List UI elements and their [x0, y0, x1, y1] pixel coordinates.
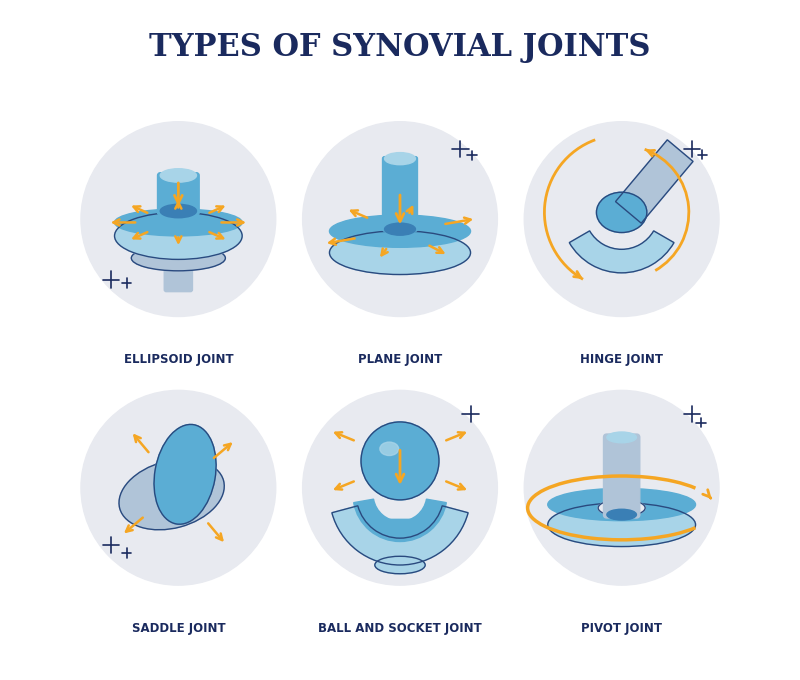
Ellipse shape — [160, 169, 197, 182]
Circle shape — [524, 122, 719, 316]
Ellipse shape — [330, 215, 470, 248]
Ellipse shape — [380, 442, 398, 456]
FancyBboxPatch shape — [164, 251, 193, 292]
Circle shape — [302, 122, 498, 316]
Circle shape — [361, 422, 439, 500]
Ellipse shape — [154, 424, 216, 524]
Ellipse shape — [114, 209, 242, 236]
Circle shape — [524, 390, 719, 585]
Ellipse shape — [385, 152, 415, 165]
Text: ELLIPSOID JOINT: ELLIPSOID JOINT — [123, 354, 233, 367]
Text: PIVOT JOINT: PIVOT JOINT — [581, 622, 662, 635]
Ellipse shape — [548, 488, 695, 521]
FancyBboxPatch shape — [158, 173, 199, 215]
Ellipse shape — [119, 459, 224, 530]
Ellipse shape — [131, 245, 226, 271]
Wedge shape — [354, 499, 446, 541]
FancyBboxPatch shape — [382, 156, 418, 231]
Wedge shape — [332, 506, 468, 565]
Circle shape — [81, 390, 276, 585]
Circle shape — [302, 390, 498, 585]
Circle shape — [81, 122, 276, 316]
Text: TYPES OF SYNOVIAL JOINTS: TYPES OF SYNOVIAL JOINTS — [150, 33, 650, 63]
Text: BALL AND SOCKET JOINT: BALL AND SOCKET JOINT — [318, 622, 482, 635]
Ellipse shape — [385, 223, 415, 235]
Ellipse shape — [548, 503, 695, 547]
Ellipse shape — [598, 500, 645, 516]
Ellipse shape — [330, 231, 470, 275]
Ellipse shape — [160, 204, 197, 218]
Ellipse shape — [607, 432, 637, 443]
Ellipse shape — [114, 212, 242, 259]
Text: HINGE JOINT: HINGE JOINT — [580, 354, 663, 367]
Polygon shape — [615, 140, 693, 223]
Wedge shape — [570, 231, 674, 273]
FancyBboxPatch shape — [603, 434, 640, 518]
Ellipse shape — [597, 192, 647, 233]
FancyBboxPatch shape — [385, 520, 415, 567]
Text: SADDLE JOINT: SADDLE JOINT — [131, 622, 225, 635]
Ellipse shape — [375, 556, 425, 574]
Ellipse shape — [607, 509, 637, 520]
Text: PLANE JOINT: PLANE JOINT — [358, 354, 442, 367]
